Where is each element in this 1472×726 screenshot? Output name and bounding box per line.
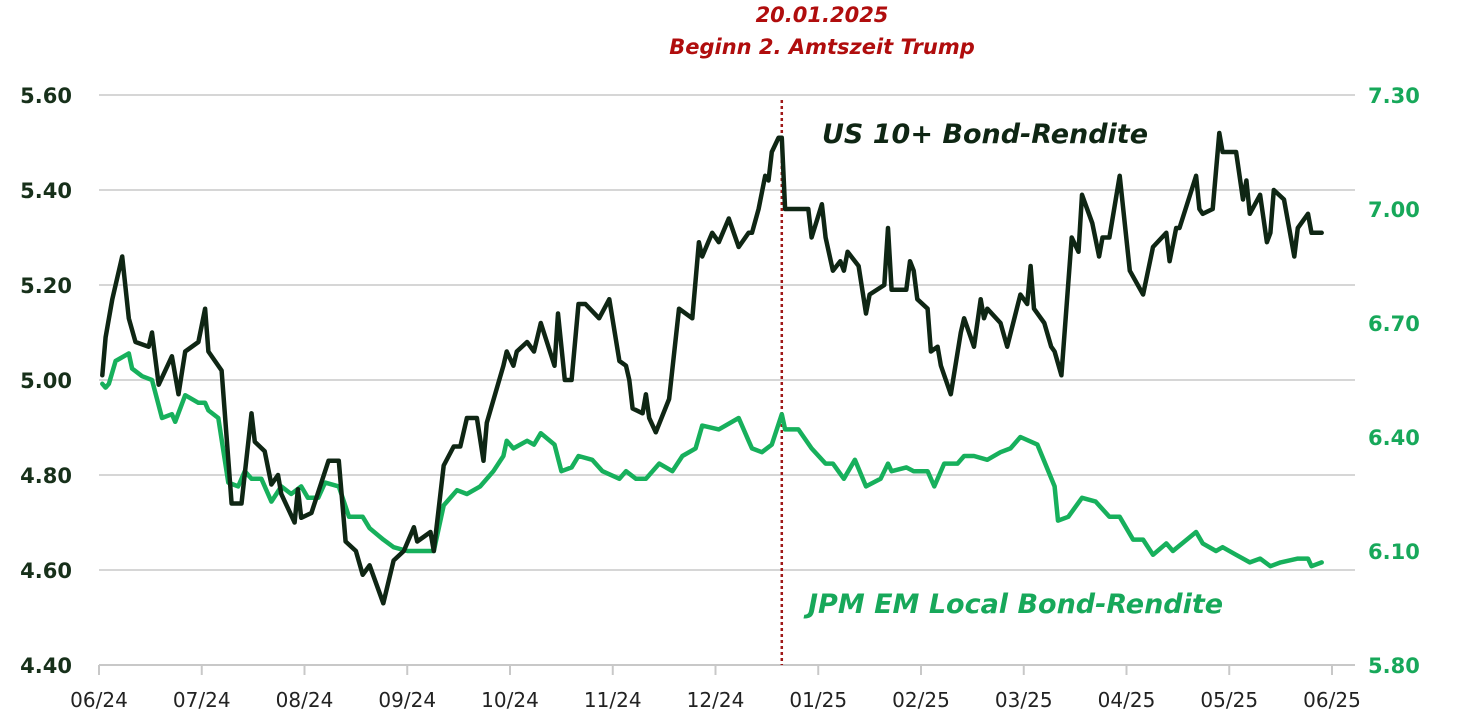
right-axis-tick-label: 6.10 — [1368, 540, 1420, 564]
left-axis-tick-label: 5.00 — [20, 369, 72, 393]
x-axis-tick-label: 05/25 — [1200, 688, 1258, 712]
x-axis-tick-label: 04/25 — [1098, 688, 1156, 712]
left-axis-tick-label: 5.60 — [20, 84, 72, 108]
right-axis-tick-labels: 5.80 6.10 6.40 6.70 7.00 7.30 — [1368, 84, 1420, 678]
x-axis-tick-label: 12/24 — [687, 688, 745, 712]
left-axis-tick-labels: 4.40 4.60 4.80 5.00 5.20 5.40 5.60 — [20, 84, 72, 678]
right-axis-tick-label: 5.80 — [1368, 654, 1420, 678]
x-axis-tick-label: 06/24 — [70, 688, 128, 712]
x-axis-tick-label: 03/25 — [995, 688, 1053, 712]
em-local-bond-yield-line — [100, 351, 1324, 569]
x-axis: 06/24 07/24 08/24 09/24 10/24 11/24 12/24 01/25… — [70, 665, 1361, 712]
x-axis-tick-label: 10/24 — [481, 688, 539, 712]
right-axis-tick-label: 7.30 — [1368, 84, 1420, 108]
right-axis-tick-label: 6.70 — [1368, 312, 1420, 336]
left-axis-tick-label: 5.20 — [20, 274, 72, 298]
series-lines — [100, 130, 1324, 606]
gridlines — [99, 94, 1355, 666]
x-axis-tick-label: 06/25 — [1303, 688, 1361, 712]
x-axis-tick-label: 02/25 — [892, 688, 950, 712]
right-axis-tick-label: 7.00 — [1368, 198, 1420, 222]
annotation-date: 20.01.2025 — [756, 3, 889, 27]
x-axis-tick-label: 01/25 — [789, 688, 847, 712]
left-axis-tick-label: 4.80 — [20, 464, 72, 488]
annotation-text: Beginn 2. Amtszeit Trump — [669, 35, 975, 59]
left-axis-tick-label: 5.40 — [20, 179, 72, 203]
us-bond-yield-line — [100, 130, 1324, 606]
left-axis-tick-label: 4.40 — [20, 654, 72, 678]
x-axis-tick-label: 08/24 — [276, 688, 334, 712]
right-axis-tick-label: 6.40 — [1368, 426, 1420, 450]
series-label-em: JPM EM Local Bond-Rendite — [803, 589, 1223, 620]
left-axis-tick-label: 4.60 — [20, 559, 72, 583]
x-axis-tick-label: 09/24 — [378, 688, 436, 712]
series-label-us: US 10+ Bond-Rendite — [822, 119, 1148, 150]
x-axis-tick-label: 07/24 — [173, 688, 231, 712]
x-axis-tick-label: 11/24 — [584, 688, 642, 712]
